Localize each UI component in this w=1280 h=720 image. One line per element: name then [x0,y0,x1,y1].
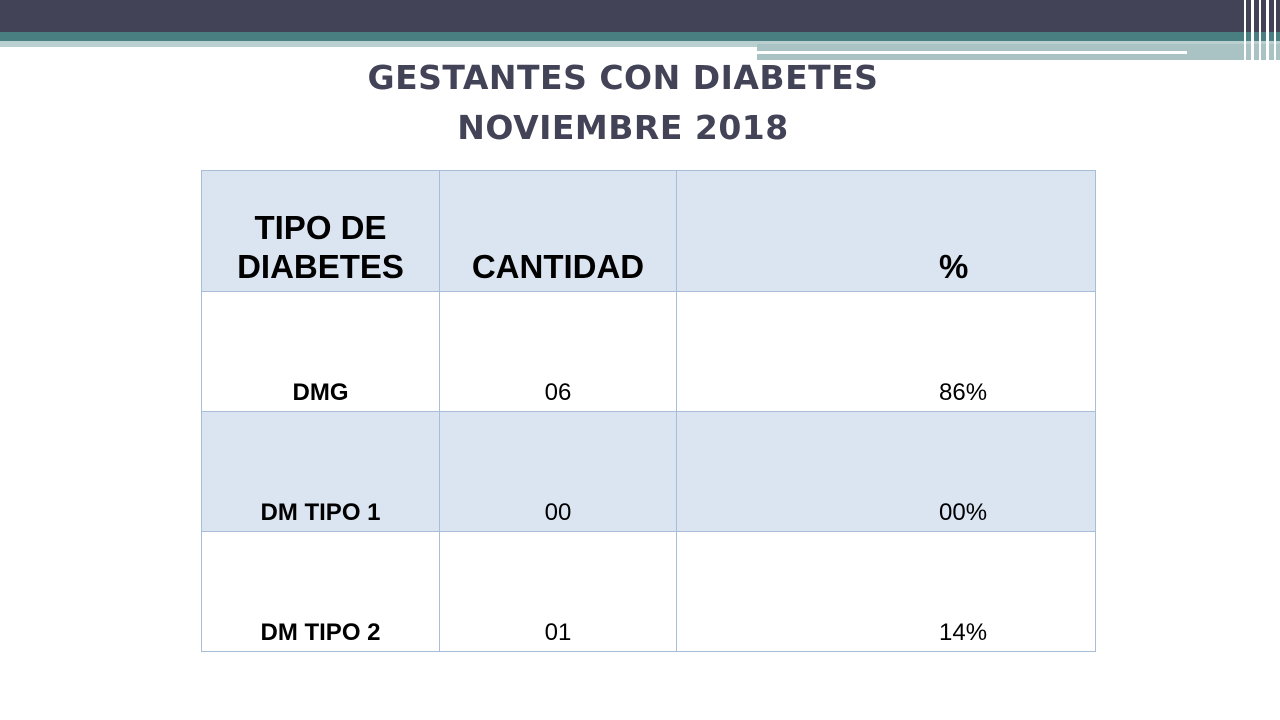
cell-quantity: 00 [439,411,677,532]
cell-quantity: 01 [439,531,677,652]
top-dark-bar [0,0,1280,32]
table-row: DMG 06 86% [201,291,1096,412]
cell-percent: 86% [676,291,1096,412]
header-percent: % [676,170,1096,292]
top-tab-line [757,51,1187,54]
table-row: DM TIPO 2 01 14% [201,531,1096,652]
cell-type: DM TIPO 1 [201,411,440,532]
diabetes-table: TIPO DE DIABETES CANTIDAD % DMG 06 86% D… [201,170,1096,652]
top-light-bar [0,41,1280,47]
cell-type: DM TIPO 2 [201,531,440,652]
slide-subtitle: NOVIEMBRE 2018 [457,108,789,147]
corner-stripes [1240,0,1280,64]
slide-title: GESTANTES CON DIABETES [367,58,879,97]
header-cantidad: CANTIDAD [439,170,677,292]
cell-type: DMG [201,291,440,412]
top-tab-line-lower [1032,60,1280,63]
top-teal-bar [0,32,1280,41]
table-header-row: TIPO DE DIABETES CANTIDAD % [201,170,1096,292]
header-tipo: TIPO DE DIABETES [201,170,440,292]
cell-quantity: 06 [439,291,677,412]
table-row: DM TIPO 1 00 00% [201,411,1096,532]
cell-percent: 14% [676,531,1096,652]
cell-percent: 00% [676,411,1096,532]
